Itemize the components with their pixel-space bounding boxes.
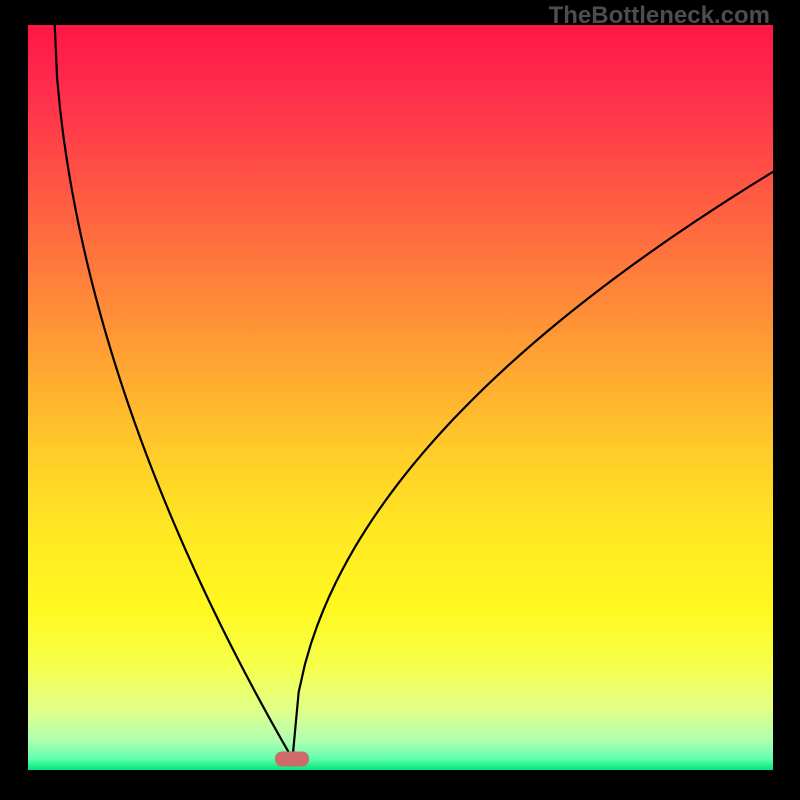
curve-layer <box>28 25 773 770</box>
watermark-text: TheBottleneck.com <box>549 2 770 30</box>
cusp-marker <box>275 751 309 766</box>
bottleneck-curve <box>54 25 773 759</box>
plot-area <box>28 25 773 770</box>
